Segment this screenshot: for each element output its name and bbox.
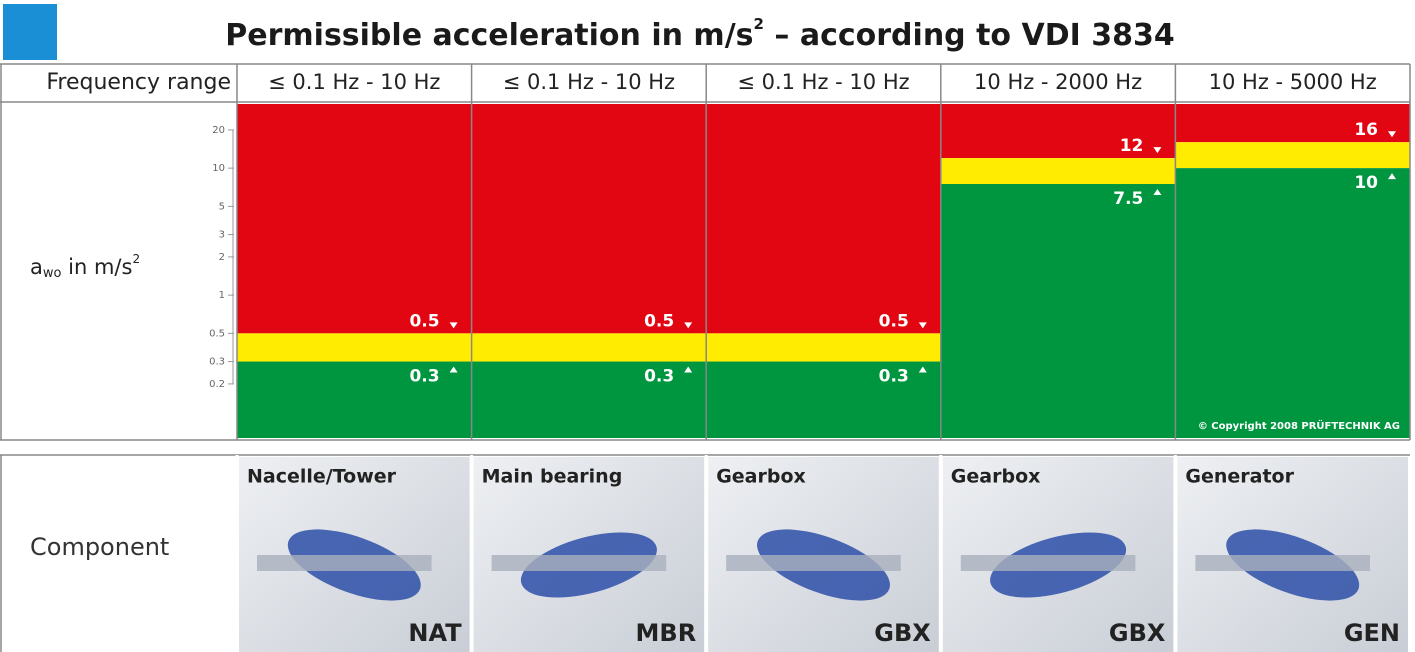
y-tick-label: 0.3 — [209, 357, 225, 368]
frequency-label: 10 Hz - 2000 Hz — [974, 70, 1142, 94]
alarm-zone — [472, 104, 707, 333]
component-code: GBX — [1109, 619, 1166, 647]
alarm-label: 0.5 — [879, 311, 909, 331]
alarm-zone — [706, 104, 941, 333]
component-code: GBX — [874, 619, 931, 647]
y-tick-label: 10 — [212, 163, 225, 174]
y-tick-label: 0.2 — [209, 379, 225, 390]
ok-zone — [941, 184, 1176, 438]
title-part: Permissible acceleration in m/s — [225, 18, 753, 53]
component-shaft — [961, 555, 1136, 571]
y-tick-label: 2 — [219, 252, 225, 263]
component-name: Generator — [1185, 466, 1294, 488]
component-name: Nacelle/Tower — [247, 466, 397, 488]
logo-square — [3, 4, 57, 60]
y-tick-label: 5 — [219, 201, 225, 212]
component-shaft — [257, 555, 432, 571]
copyright: © Copyright 2008 PRÜFTECHNIK AG — [1198, 418, 1400, 432]
y-tick-label: 1 — [219, 290, 225, 301]
alarm-label: 0.5 — [409, 311, 439, 331]
row-label: Frequency range — [46, 70, 231, 95]
warning-zone — [237, 333, 472, 361]
ylabel-part: in m/s — [61, 255, 132, 279]
frequency-label: ≤ 0.1 Hz - 10 Hz — [737, 70, 909, 94]
y-tick-label: 3 — [219, 230, 225, 241]
component-code: GEN — [1344, 619, 1400, 647]
title-sup: 2 — [754, 15, 764, 33]
frequency-label: ≤ 0.1 Hz - 10 Hz — [268, 70, 440, 94]
chart: Permissible acceleration in m/s2 – accor… — [0, 0, 1415, 652]
warning-label: 0.3 — [409, 367, 439, 387]
ylabel-part: a — [30, 255, 43, 279]
component-label: Component — [30, 533, 169, 561]
warning-zone — [472, 333, 707, 361]
ok-zone — [1175, 168, 1410, 438]
component-name: Gearbox — [716, 466, 806, 488]
alarm-label: 0.5 — [644, 311, 674, 331]
y-tick-label: 0.5 — [209, 328, 225, 339]
chart-title: Permissible acceleration in m/s2 – accor… — [225, 15, 1174, 53]
frequency-label: ≤ 0.1 Hz - 10 Hz — [503, 70, 675, 94]
alarm-label: 12 — [1120, 136, 1144, 156]
component-code: NAT — [408, 619, 462, 647]
warning-zone — [706, 333, 941, 361]
component-name: Gearbox — [951, 466, 1041, 488]
warning-label: 0.3 — [644, 367, 674, 387]
warning-label: 0.3 — [879, 367, 909, 387]
component-shaft — [1195, 555, 1370, 571]
component-name: Main bearing — [482, 466, 623, 488]
ylabel-sub: wo — [43, 266, 62, 281]
warning-label: 10 — [1354, 173, 1378, 193]
title-part: – according to VDI 3834 — [764, 18, 1175, 53]
alarm-label: 16 — [1354, 120, 1378, 140]
component-shaft — [492, 555, 667, 571]
page: Permissible acceleration in m/s2 – accor… — [0, 0, 1415, 652]
frequency-label: 10 Hz - 5000 Hz — [1209, 70, 1377, 94]
y-tick-label: 20 — [212, 125, 225, 136]
component-code: MBR — [636, 619, 697, 647]
alarm-zone — [237, 104, 472, 333]
warning-label: 7.5 — [1113, 189, 1143, 209]
component-shaft — [726, 555, 901, 571]
ylabel-sup: 2 — [132, 252, 140, 266]
warning-zone — [941, 158, 1176, 184]
warning-zone — [1175, 142, 1410, 168]
